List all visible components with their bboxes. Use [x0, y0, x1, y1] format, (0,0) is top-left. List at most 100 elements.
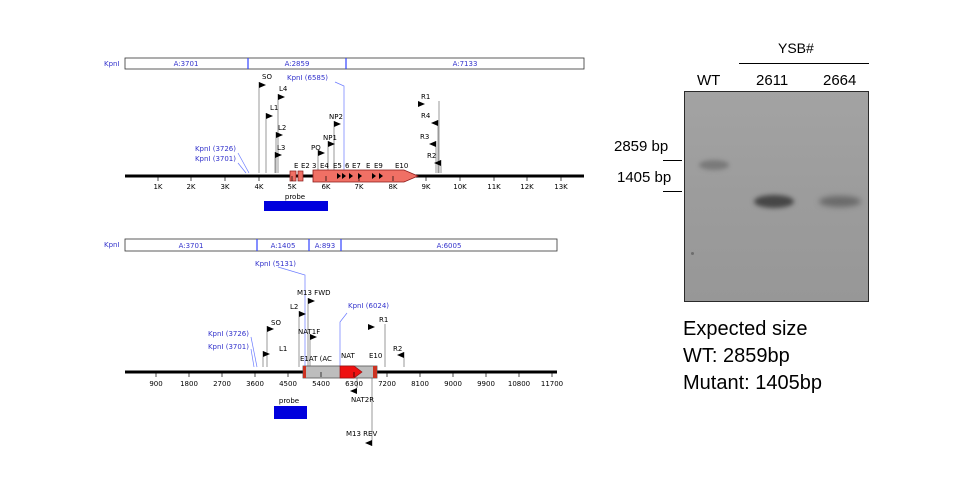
exon-label: E4 [320, 162, 329, 170]
axis-tick-label: 1K [153, 183, 162, 191]
axis-tick-label: 3K [220, 183, 229, 191]
exon-label: E2 [301, 162, 310, 170]
exon-label: 3 [312, 162, 316, 170]
axis-tick-label: 5400 [312, 380, 330, 388]
axis-tick-label: 9K [421, 183, 430, 191]
fragment-label: A:1405 [271, 242, 296, 250]
primer-label: L4 [279, 85, 288, 93]
primer-label: PO [311, 144, 321, 152]
axis-tick-label: 4500 [279, 380, 297, 388]
ysb-group-label: YSB# [778, 40, 814, 56]
kpni-site-label: KpnI (5131) [255, 260, 296, 268]
lane-label-2611: 2611 [756, 72, 789, 89]
exon-label: E9 [374, 162, 383, 170]
axis-tick-label: 5K [287, 183, 296, 191]
kpni-site-label: KpnI (3726) [195, 145, 236, 153]
axis-tick-label: 6K [321, 183, 330, 191]
axis-tick-label: 8100 [411, 380, 429, 388]
primer-label: SO [262, 73, 272, 81]
enzyme-label: KpnI [104, 241, 120, 249]
axis-tick-label: 9000 [444, 380, 462, 388]
axis-tick-label: 6300 [345, 380, 363, 388]
expected-size-mutant: Mutant: 1405bp [683, 372, 822, 394]
primer-label: R2 [427, 152, 436, 160]
kpni-site-label: KpnI (6024) [348, 302, 389, 310]
primer-label: L1 [270, 104, 278, 112]
marker-2859: 2859 bp [614, 138, 669, 155]
expected-size-wt: WT: 2859bp [683, 345, 790, 367]
primer-label: NAT2R [351, 396, 374, 404]
axis-tick-label: 900 [149, 380, 162, 388]
fragment-label: A:3701 [179, 242, 204, 250]
fragment-bar [124, 57, 585, 70]
exon-label: E5 [333, 162, 342, 170]
axis-tick-label: 4K [254, 183, 263, 191]
primer-label: R3 [420, 133, 429, 141]
axis-tick-label: 2700 [213, 380, 231, 388]
wildtype-map: KpnI A:3701 A:2859 A:7133 KpnI (3726) Kp… [104, 57, 585, 211]
band-wt [699, 160, 729, 170]
axis-tick-label: 8K [388, 183, 397, 191]
axis-tick-label: 12K [520, 183, 534, 191]
cassette-label: E10 [369, 352, 382, 360]
cassette-label: NAT [341, 352, 355, 360]
probe-bar [274, 406, 307, 419]
cassette-label: E1AT (AC [300, 355, 332, 363]
mutant-map: KpnI A:3701 A:1405 A:893 A:6005 KpnI (51… [104, 238, 563, 446]
fragment-label: A:893 [315, 242, 335, 250]
primer-label: R2 [393, 345, 402, 353]
restriction-maps: KpnI A:3701 A:2859 A:7133 KpnI (3726) Kp… [104, 57, 585, 446]
primer-label: L2 [278, 124, 286, 132]
primer-label: NP2 [329, 113, 343, 121]
marker-tick-2859 [663, 160, 682, 161]
marker-1405: 1405 bp [617, 169, 672, 186]
exon-label: E [294, 162, 298, 170]
axis-tick-label: 10800 [508, 380, 530, 388]
primer-label: R1 [421, 93, 430, 101]
southern-blot-image [684, 91, 869, 302]
kpni-site-label: KpnI (6585) [287, 74, 328, 82]
primer-label: SO [271, 319, 281, 327]
primer-label: R1 [379, 316, 388, 324]
probe-label: probe [279, 397, 299, 405]
nat-arrow [339, 365, 363, 379]
gene-arrow [312, 169, 420, 183]
exon-label: E [366, 162, 370, 170]
primer-label: M13 FWD [297, 289, 331, 297]
axis-tick-label: 1800 [180, 380, 198, 388]
axis-tick-label: 7200 [378, 380, 396, 388]
axis-tick-label: 11K [487, 183, 501, 191]
primer-label: NP1 [323, 134, 337, 142]
axis-tick-label: 7K [354, 183, 363, 191]
primer-label: R4 [421, 112, 431, 120]
kpni-site-label: KpnI (3701) [195, 155, 236, 163]
fragment-label: A:6005 [437, 242, 462, 250]
band-2664 [819, 196, 861, 207]
lane-label-wt: WT [697, 72, 721, 89]
primer-label: M13 REV [346, 430, 377, 438]
kpni-site-label: KpnI (3701) [208, 343, 249, 351]
exon-label: 6 [345, 162, 350, 170]
fragment-label: A:2859 [285, 60, 310, 68]
axis-tick-label: 10K [453, 183, 467, 191]
lane-label-2664: 2664 [823, 72, 857, 89]
primer-label: L1 [279, 345, 287, 353]
exon-label: E10 [395, 162, 408, 170]
enzyme-label: KpnI [104, 60, 120, 68]
marker-tick-1405 [663, 191, 682, 192]
axis-tick-label: 13K [554, 183, 568, 191]
primer-label: L3 [277, 144, 285, 152]
fragment-label: A:7133 [453, 60, 478, 68]
group-bracket-line [739, 63, 869, 64]
expected-size-title: Expected size [683, 318, 808, 340]
primer-label: NAT1F [298, 328, 320, 336]
primer-label: L2 [290, 303, 298, 311]
axis-tick-label: 9900 [477, 380, 495, 388]
axis-tick-label: 2K [186, 183, 195, 191]
axis-tick-label: 11700 [541, 380, 563, 388]
probe-label: probe [285, 193, 305, 201]
fragment-label: A:3701 [174, 60, 199, 68]
axis-tick-label: 3600 [246, 380, 264, 388]
kpni-site-label: KpnI (3726) [208, 330, 249, 338]
probe-bar [264, 201, 328, 211]
